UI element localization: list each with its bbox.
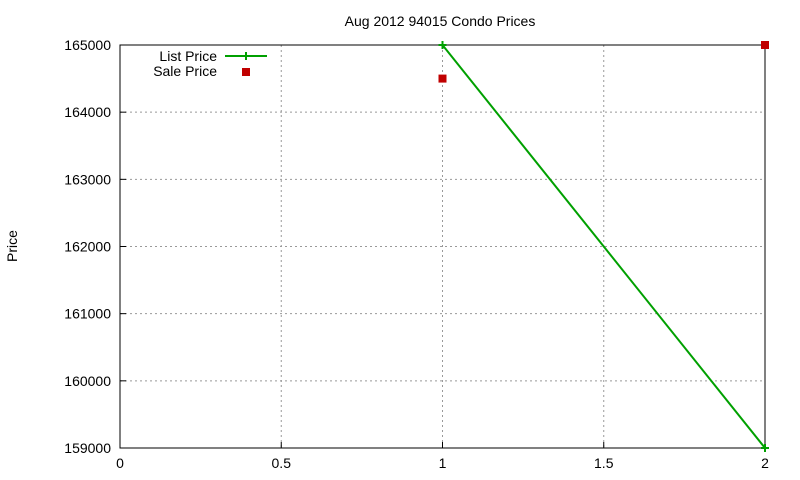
legend-sale-price-marker (242, 68, 250, 76)
legend-sale-price-label: Sale Price (153, 63, 217, 79)
y-tick-label: 165000 (64, 37, 111, 53)
grid (120, 45, 765, 448)
list-price-marker (761, 444, 769, 452)
x-tick-label: 2 (761, 455, 769, 471)
sale-price-marker (438, 74, 447, 83)
y-tick-label: 162000 (64, 239, 111, 255)
x-tick-label: 1 (439, 455, 447, 471)
list-price-line (441, 44, 766, 449)
axis-ticks: 159000 160000 161000 162000 163000 164000 1650… (64, 37, 769, 471)
list-price-marker (438, 41, 447, 49)
y-tick-label: 163000 (64, 171, 111, 187)
sale-price-marker (761, 41, 769, 49)
x-tick-label: 0 (116, 455, 124, 471)
legend-list-price-label: List Price (159, 48, 217, 64)
y-axis-label: Price (4, 230, 20, 262)
legend-list-price-marker (242, 52, 250, 60)
y-tick-label: 164000 (64, 104, 111, 120)
y-tick-label: 160000 (64, 373, 111, 389)
x-tick-label: 0.5 (272, 455, 292, 471)
y-tick-label: 161000 (64, 306, 111, 322)
chart-title: Aug 2012 94015 Condo Prices (345, 13, 536, 29)
y-tick-label: 159000 (64, 440, 111, 456)
legend: List Price Sale Price (153, 48, 267, 79)
x-tick-label: 1.5 (594, 455, 614, 471)
series-layer (438, 41, 769, 452)
